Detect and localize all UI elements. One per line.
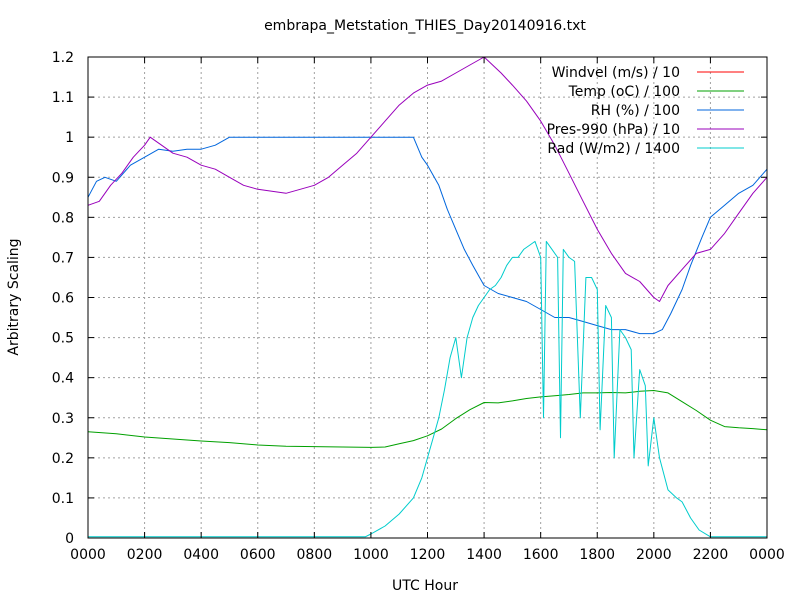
legend-label: RH (%) / 100: [591, 103, 680, 119]
x-tick-label: 0000: [70, 547, 106, 563]
x-tick-label: 1000: [353, 547, 389, 563]
y-tick-label: 0.5: [52, 331, 74, 347]
y-tick-label: 0: [65, 531, 74, 547]
x-tick-label: 2000: [636, 547, 672, 563]
y-tick-label: 0.7: [52, 250, 74, 266]
x-tick-label: 0200: [127, 547, 163, 563]
series-layer: [87, 56, 768, 538]
x-axis-label: UTC Hour: [392, 578, 458, 594]
legend-label: Temp (oC) / 100: [568, 84, 680, 100]
y-tick-label: 0.9: [52, 170, 74, 186]
x-tick-label: 0400: [183, 547, 219, 563]
y-tick-label: 0.4: [52, 371, 74, 387]
legend-label: Rad (W/m2) / 1400: [547, 141, 680, 157]
series-line-5: [88, 240, 767, 538]
legend-label: Pres-990 (hPa) / 10: [547, 122, 680, 138]
x-tick-label: 2200: [693, 547, 729, 563]
legend-label: Windvel (m/s) / 10: [552, 65, 680, 81]
y-tick-label: 0.8: [52, 210, 74, 226]
chart-title: embrapa_Metstation_THIES_Day20140916.txt: [264, 18, 586, 34]
y-tick-label: 1: [65, 130, 74, 146]
legend: Windvel (m/s) / 10 Temp (oC) / 100 RH (%) …: [547, 65, 744, 157]
x-tick-label: 1200: [410, 547, 446, 563]
series-line-3: [87, 136, 768, 335]
y-tick-label: 0.3: [52, 411, 74, 427]
x-tick-label: 1800: [579, 547, 615, 563]
series-line-2: [87, 390, 768, 448]
x-tick-label: 0800: [297, 547, 333, 563]
y-tick-label: 1.2: [52, 50, 74, 66]
y-tick-label: 0.1: [52, 491, 74, 507]
x-tick-label: 1400: [466, 547, 502, 563]
y-tick-label: 0.2: [52, 451, 74, 467]
ticks: 0000 0200 0400 0600 0800 1000 1200 1400 1600 1800…: [52, 50, 785, 563]
y-tick-label: 1.1: [52, 90, 74, 106]
series-line-4: [87, 56, 768, 302]
x-tick-label: 0000: [749, 547, 785, 563]
x-tick-label: 1600: [523, 547, 559, 563]
x-tick-label: 0600: [240, 547, 276, 563]
y-axis-label: Arbitrary Scaling: [6, 238, 22, 355]
y-tick-label: 0.6: [52, 291, 74, 307]
